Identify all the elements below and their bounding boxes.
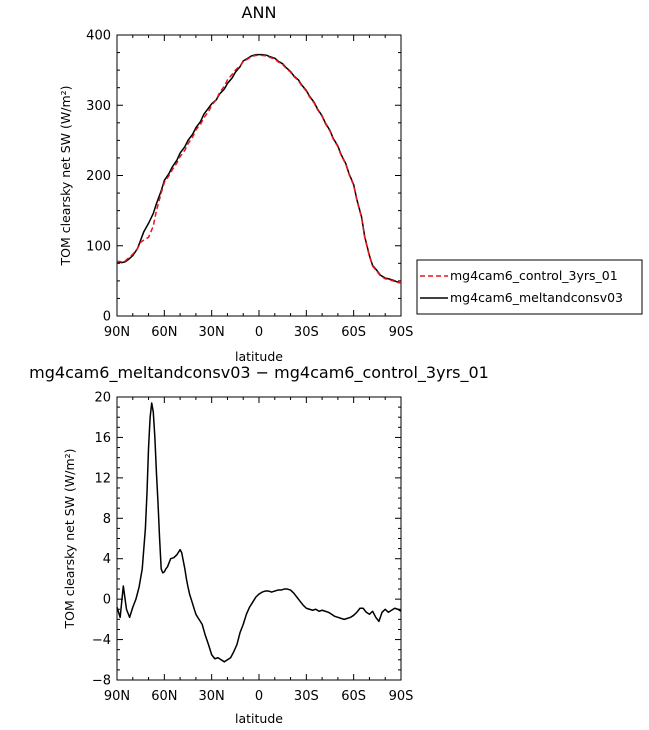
bottom-y-tick-label: 12 <box>94 471 111 486</box>
bottom-y-tick-label: −4 <box>92 633 111 648</box>
top-title: ANN <box>242 3 277 22</box>
bottom-series <box>116 402 402 663</box>
legend-box <box>416 259 643 315</box>
top-x-label: latitude <box>235 349 283 364</box>
top-x-tick-label: 60N <box>151 325 177 340</box>
top-series <box>116 53 402 284</box>
bottom-y-tick-label: 0 <box>103 593 111 608</box>
top-panel: ANN 0 100 200 300 400 90N 60N 30N 0 30S 60S 90S la… <box>58 3 413 364</box>
top-y-label: TOM clearsky net SW (W/m²) <box>58 85 73 266</box>
top-y-tick-label: 300 <box>86 99 111 114</box>
top-series-line-2 <box>116 53 402 284</box>
top-x-tick-label: 90S <box>389 325 414 340</box>
bottom-x-tick-label: 30N <box>199 689 225 704</box>
legend-label-control: mg4cam6_control_3yrs_01 <box>450 268 618 283</box>
bottom-x-tick-label: 0 <box>255 689 263 704</box>
bottom-series-line-1 <box>116 402 402 663</box>
bottom-y-tick-label: 8 <box>103 512 111 527</box>
top-x-tick-label: 30S <box>294 325 319 340</box>
top-x-axis: 90N 60N 30N 0 30S 60S 90S <box>104 35 414 340</box>
bottom-x-tick-label: 60S <box>341 689 366 704</box>
bottom-panel: mg4cam6_meltandconsv03 − mg4cam6_control… <box>29 363 489 726</box>
bottom-x-label: latitude <box>235 711 283 726</box>
top-x-tick-label: 30N <box>199 325 225 340</box>
bottom-x-tick-label: 90S <box>389 689 414 704</box>
legend: mg4cam6_control_3yrs_01 mg4cam6_meltandc… <box>416 259 643 315</box>
bottom-y-label: TOM clearsky net SW (W/m²) <box>62 448 77 629</box>
bottom-x-tick-label: 90N <box>104 689 130 704</box>
legend-label-meltandconsv: mg4cam6_meltandconsv03 <box>450 290 623 305</box>
top-y-axis: 0 100 200 300 400 <box>86 29 401 325</box>
bottom-y-tick-label: 16 <box>94 431 111 446</box>
top-x-tick-label: 60S <box>341 325 366 340</box>
top-x-tick-label: 90N <box>104 325 130 340</box>
top-series-line-1 <box>116 54 402 284</box>
bottom-y-tick-label: 4 <box>103 552 111 567</box>
bottom-title: mg4cam6_meltandconsv03 − mg4cam6_control… <box>29 363 489 383</box>
top-y-tick-label: 0 <box>103 310 111 325</box>
bottom-x-axis: 90N 60N 30N 0 30S 60S 90S <box>104 397 414 704</box>
top-y-tick-label: 100 <box>86 239 111 254</box>
top-x-tick-label: 0 <box>255 325 263 340</box>
bottom-x-tick-label: 30S <box>294 689 319 704</box>
bottom-x-tick-label: 60N <box>151 689 177 704</box>
bottom-y-axis: −8 −4 0 4 8 12 16 20 <box>92 391 401 689</box>
top-y-tick-label: 200 <box>86 169 111 184</box>
bottom-y-tick-label: −8 <box>92 674 111 689</box>
top-plot-frame <box>116 34 402 317</box>
top-y-tick-label: 400 <box>86 29 111 44</box>
bottom-y-tick-label: 20 <box>94 391 111 406</box>
